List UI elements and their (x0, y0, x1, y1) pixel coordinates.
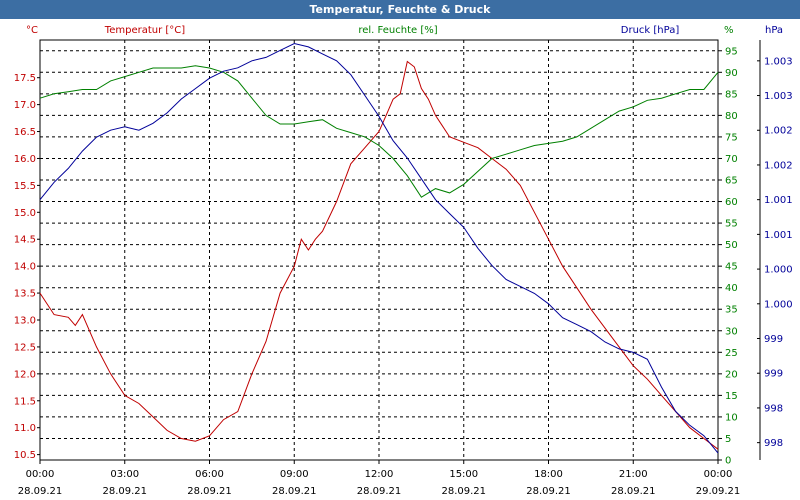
pressure-tick-label: 998 (764, 403, 783, 414)
humidity-series-line (39, 65, 719, 198)
pressure-tick-label: 999 (764, 369, 783, 380)
humidity-tick-label: 40 (725, 283, 738, 294)
pressure-unit-label: hPa (765, 25, 783, 36)
temperature-tick-label: 12.5 (14, 342, 36, 353)
pressure-tick-label: 998 (764, 438, 783, 449)
pressure-series-line (39, 42, 719, 454)
x-tick-date: 28.09.21 (18, 486, 63, 497)
x-tick-date: 28.09.21 (611, 486, 656, 497)
pressure-tick-label: 999 (764, 334, 783, 345)
humidity-tick-label: 25 (725, 348, 738, 359)
x-tick-date: 28.09.21 (357, 486, 402, 497)
temperature-tick-label: 11.0 (14, 423, 36, 434)
axes (37, 39, 761, 464)
temperature-series-line (39, 60, 719, 450)
x-tick-time: 09:00 (280, 469, 309, 480)
x-tick-time: 00:00 (26, 469, 55, 480)
temperature-tick-label: 14.0 (14, 262, 36, 273)
temperature-tick-label: 13.0 (14, 316, 36, 327)
humidity-tick-label: 95 (725, 46, 738, 57)
humidity-unit-label: % (724, 25, 734, 36)
x-tick-time: 06:00 (195, 469, 224, 480)
x-tick-date: 28.09.21 (272, 486, 317, 497)
humidity-tick-label: 10 (725, 412, 738, 423)
pressure-tick-label: 1.001 (764, 230, 793, 241)
humidity-tick-label: 5 (725, 434, 731, 445)
humidity-tick-label: 15 (725, 391, 738, 402)
x-tick-time: 18:00 (534, 469, 563, 480)
humidity-tick-label: 20 (725, 369, 738, 380)
temperature-tick-label: 11.5 (14, 396, 36, 407)
pressure-tick-label: 1.002 (764, 160, 793, 171)
humidity-tick-label: 60 (725, 197, 738, 208)
temperature-tick-label: 17.0 (14, 100, 36, 111)
x-tick-date: 28.09.21 (187, 486, 232, 497)
temperature-tick-label: 17.5 (14, 73, 36, 84)
x-tick-date: 28.09.21 (441, 486, 486, 497)
temperature-tick-label: 12.0 (14, 369, 36, 380)
x-tick-date: 29.09.21 (696, 486, 741, 497)
pressure-tick-label: 1.003 (764, 56, 793, 67)
humidity-tick-label: 35 (725, 305, 738, 316)
x-tick-time: 21:00 (619, 469, 648, 480)
x-tick-date: 28.09.21 (102, 486, 147, 497)
temperature-tick-label: 10.5 (14, 450, 36, 461)
temperature-axis-label: Temperatur [°C] (104, 25, 185, 36)
humidity-axis-label: rel. Feuchte [%] (358, 25, 437, 36)
grid-lines (40, 40, 718, 460)
humidity-tick-label: 70 (725, 154, 738, 165)
humidity-tick-label: 80 (725, 111, 738, 122)
humidity-tick-label: 50 (725, 240, 738, 251)
pressure-tick-label: 1.000 (764, 299, 793, 310)
temperature-tick-label: 15.0 (14, 208, 36, 219)
humidity-tick-label: 85 (725, 89, 738, 100)
x-tick-time: 15:00 (449, 469, 478, 480)
humidity-tick-label: 55 (725, 219, 738, 230)
temperature-tick-label: 16.0 (14, 154, 36, 165)
humidity-tick-label: 90 (725, 68, 738, 79)
x-tick-time: 03:00 (110, 469, 139, 480)
temperature-tick-label: 14.5 (14, 235, 36, 246)
tick-labels: 0 5 10 15 20 25 30 35 40 45 50 55 60 65 70 75 80 85 90 95 00… (14, 46, 793, 497)
series-lines (39, 42, 719, 454)
temperature-tick-label: 15.5 (14, 181, 36, 192)
pressure-tick-label: 1.003 (764, 91, 793, 102)
humidity-tick-label: 65 (725, 176, 738, 187)
axis-labels: °C Temperatur [°C] rel. Feuchte [%] Druck [… (26, 25, 783, 36)
chart-title: Temperatur, Feuchte & Druck (0, 0, 800, 19)
humidity-tick-label: 30 (725, 326, 738, 337)
humidity-tick-label: 75 (725, 132, 738, 143)
humidity-tick-label: 45 (725, 262, 738, 273)
x-tick-date: 28.09.21 (526, 486, 571, 497)
x-tick-time: 12:00 (365, 469, 394, 480)
pressure-tick-label: 1.002 (764, 126, 793, 137)
pressure-axis-label: Druck [hPa] (621, 25, 680, 36)
pressure-tick-label: 1.001 (764, 195, 793, 206)
pressure-tick-label: 1.000 (764, 265, 793, 276)
x-tick-time: 00:00 (704, 469, 733, 480)
temperature-tick-label: 13.5 (14, 289, 36, 300)
humidity-tick-label: 0 (725, 456, 731, 467)
temperature-tick-label: 16.5 (14, 127, 36, 138)
temperature-unit-label: °C (26, 25, 38, 36)
